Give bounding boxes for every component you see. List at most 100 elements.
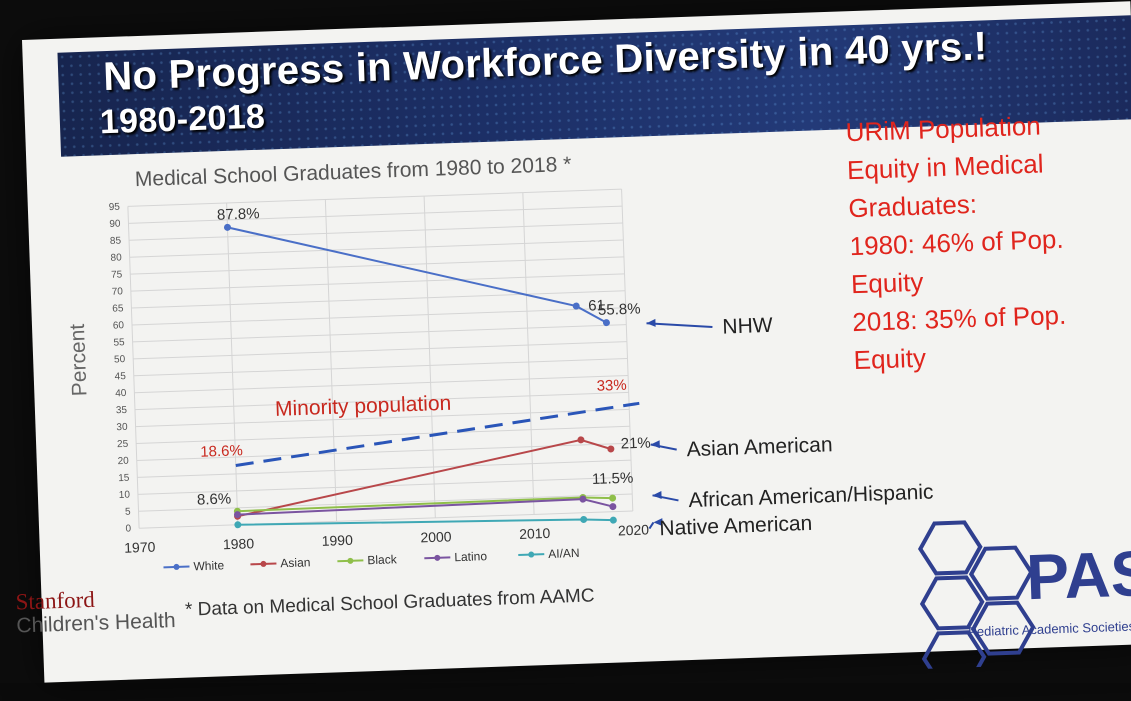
- minority-end-label: 33%: [596, 377, 627, 395]
- x-tick-label: 2020: [618, 521, 650, 538]
- y-tick-label: 60: [113, 320, 125, 331]
- annotation-label: Asian American: [686, 433, 833, 461]
- arrowhead-icon: [653, 518, 663, 527]
- gridline-horizontal: [133, 358, 628, 377]
- chart-title: Medical School Graduates from 1980 to 20…: [135, 153, 572, 191]
- gridline-horizontal: [138, 493, 633, 512]
- y-tick-label: 0: [125, 523, 131, 534]
- arrowhead-icon: [652, 491, 662, 500]
- series-line-white: [227, 226, 607, 324]
- legend-marker: [260, 560, 267, 567]
- data-point: [607, 445, 615, 453]
- legend-marker: [434, 554, 441, 561]
- y-tick-label: 5: [125, 507, 131, 518]
- hexagon-shape: [968, 545, 1034, 601]
- slide: No Progress in Workforce Diversity in 40…: [15, 1, 1131, 683]
- legend-label: Asian: [280, 555, 311, 570]
- data-point: [609, 503, 617, 511]
- gridline-horizontal: [139, 510, 633, 529]
- gridline-horizontal: [130, 256, 624, 275]
- gridline-horizontal: [128, 205, 623, 224]
- gridline-vertical: [423, 196, 436, 518]
- y-tick-label: 85: [110, 236, 122, 247]
- pas-hexagon-logo: [917, 520, 1036, 670]
- urim-equity-note: URiM Population Equity in Medical Gradua…: [845, 104, 1124, 379]
- gridline-horizontal: [131, 290, 626, 309]
- y-axis-label: Percent: [66, 323, 92, 396]
- y-tick-label: 15: [118, 473, 130, 484]
- y-tick-label: 40: [115, 388, 127, 399]
- gridline-horizontal: [127, 188, 622, 207]
- legend-marker: [347, 557, 354, 564]
- data-point: [223, 223, 231, 231]
- data-point: [234, 521, 242, 529]
- y-tick-label: 20: [117, 456, 129, 467]
- data-point: [572, 302, 580, 310]
- gridline-horizontal: [136, 425, 630, 445]
- minority-population-dashed-line: [235, 401, 640, 467]
- data-label-white-2018: 55.8%: [598, 300, 641, 318]
- hexagon-shape: [917, 520, 983, 576]
- gridline-vertical: [127, 206, 140, 529]
- x-tick-label: 1990: [321, 532, 353, 549]
- gridline-horizontal: [129, 222, 623, 241]
- data-point: [579, 495, 587, 503]
- legend-marker: [528, 551, 535, 558]
- data-label-urim-1980: 8.6%: [197, 490, 232, 508]
- data-point: [580, 515, 588, 523]
- line-chart: Medical School Graduates from 1980 to 20…: [66, 153, 934, 573]
- gridline-horizontal: [134, 391, 629, 411]
- y-tick-label: 35: [116, 405, 128, 416]
- gridline-horizontal: [137, 459, 632, 478]
- gridline-horizontal: [136, 442, 631, 461]
- hexagon-shape: [970, 600, 1036, 656]
- y-tick-label: 65: [112, 303, 124, 314]
- annotation-arrow: [648, 521, 655, 530]
- x-tick-label: 1980: [223, 535, 255, 552]
- minority-start-label: 18.6%: [200, 442, 243, 460]
- gridline-vertical: [324, 199, 338, 522]
- photo-background: No Progress in Workforce Diversity in 40…: [15, 1, 1131, 683]
- y-tick-label: 50: [114, 354, 126, 365]
- y-tick-label: 30: [116, 422, 128, 433]
- chart-series: [223, 223, 617, 529]
- data-point: [577, 436, 585, 444]
- gridline-vertical: [226, 202, 239, 525]
- hexagon-shape: [919, 575, 985, 631]
- annotation-label: NHW: [722, 314, 773, 339]
- gridline-horizontal: [133, 341, 627, 360]
- legend-label: Latino: [454, 549, 487, 564]
- x-tick-label: 1970: [124, 539, 156, 556]
- x-tick-label: 2000: [420, 528, 452, 545]
- data-point: [609, 494, 617, 502]
- y-tick-label: 80: [110, 252, 122, 263]
- gridline-horizontal: [137, 476, 632, 495]
- chart-legend: White Asian Black Latino AI/AN: [163, 546, 580, 573]
- y-tick-label: 70: [112, 286, 124, 297]
- x-axis-ticks: 1970 1980 1990 2000 2010 2020: [124, 521, 650, 555]
- gridline-horizontal: [134, 374, 629, 394]
- legend-label: White: [193, 558, 224, 573]
- y-tick-label: 25: [117, 439, 129, 450]
- gridline-horizontal: [132, 324, 627, 343]
- annotation-arrow: [646, 322, 713, 328]
- x-tick-label: 2010: [519, 525, 551, 542]
- y-tick-label: 45: [114, 371, 126, 382]
- data-label-white-1980: 87.8%: [217, 205, 260, 223]
- y-tick-label: 55: [113, 337, 125, 348]
- gridline-vertical: [621, 189, 634, 511]
- hexagon-shape: [921, 630, 987, 670]
- gridline-vertical: [522, 192, 535, 515]
- gridline-horizontal: [131, 307, 626, 326]
- y-axis-ticks: 0 5 10 15 20 25 30 35 40 45 50 55 60 65 70 75 80 85 90 95: [109, 202, 132, 535]
- gridline-horizontal: [129, 239, 624, 258]
- gridline-horizontal: [130, 273, 625, 292]
- gridline-horizontal: [135, 408, 630, 428]
- annotation-label: Native American: [659, 512, 813, 540]
- y-tick-label: 90: [109, 219, 121, 230]
- chart-grid: [127, 188, 634, 529]
- data-label-asian-2018: 21%: [620, 435, 651, 453]
- legend-label: AI/AN: [548, 546, 580, 561]
